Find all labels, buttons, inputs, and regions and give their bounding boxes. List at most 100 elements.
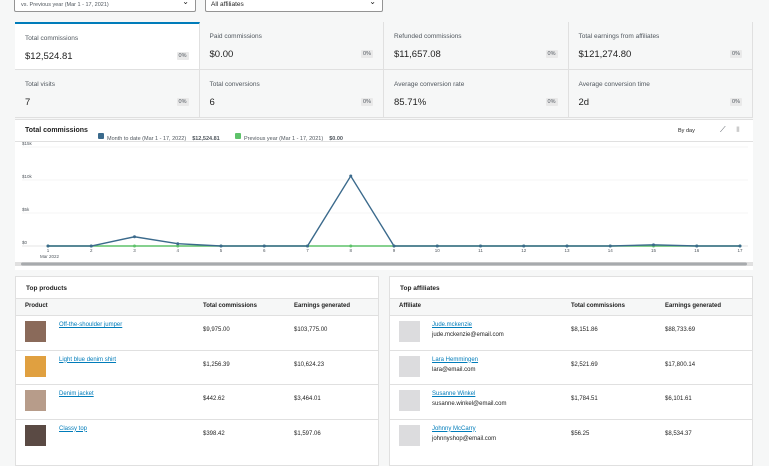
column-header: Affiliate [399,303,422,309]
row-divider [16,384,378,385]
x-tick-label: 6 [263,248,266,253]
point [133,244,136,248]
stat-value: $0.00 [209,49,234,60]
affiliate-name[interactable]: Susanne Winkel [432,391,476,397]
affiliate-name[interactable]: Lara Hemmingen [432,356,479,363]
row-divider [16,349,378,351]
affiliate-email: jude.mckenzie@email.com [432,332,504,338]
total-commissions: $1,784.51 [571,396,598,402]
x-tick-label: 11 [478,248,483,253]
x-tick-label: 3 [133,248,136,253]
x-axis-label: Mar 2022 [40,254,60,259]
dashboard: vs. Previous year (Mar 1 - 17, 2021) ⌄ All… [14,0,753,466]
avatar [399,390,420,411]
column-header: Total commissions [203,303,257,309]
x-tick-label: 10 [435,248,441,253]
y-tick-label: $0 [22,240,28,245]
point [46,244,50,248]
table-title: Top products [26,285,68,292]
stat-tile[interactable]: Paid commissions $0.00 0% [199,22,384,70]
product-name[interactable]: Off-the-shoulder jumper [59,322,123,328]
legend-checkbox [98,132,104,139]
stat-value: 2d [578,97,590,108]
x-tick-label: 17 [737,248,743,253]
point [652,243,655,247]
stat-label: Paid commissions [209,33,262,40]
x-tick-label: 9 [393,248,396,253]
affiliate-select[interactable]: All affiliates ⌄ [205,0,383,12]
point [608,244,612,248]
stat-value: $11,657.08 [394,49,441,60]
avatar [399,355,420,377]
stat-label: Refunded commissions [394,33,462,40]
stat-value: $121,274.80 [578,49,632,60]
earnings-generated: $6,101.61 [665,396,692,402]
stat-tile[interactable]: Total commissions $12,524.81 0% [15,22,200,70]
point [133,235,136,239]
x-tick-label: 2 [90,248,93,253]
affiliate-name[interactable]: Johnny McCarry [432,425,476,432]
stat-tile[interactable]: Refunded commissions $11,657.08 0% [384,22,569,70]
chevron: ⌄ [369,0,376,6]
x-tick-label: 7 [306,248,309,253]
stat-value: $12,524.81 [25,51,73,62]
x-tick-label: 8 [349,248,352,253]
column-header: Earnings generated [665,303,722,309]
chart-panel: Total commissions Month to date (Mar 1 - … [15,119,753,270]
product-thumbnail [25,355,46,377]
stat-delta: 0% [361,98,373,106]
chart-type-line[interactable]: ⟋ [720,125,726,134]
table-panel: Top products Product Total commissions Earn… [15,276,379,466]
earnings-generated: $88,733.69 [665,327,696,333]
product-name[interactable]: Light blue denim shirt [59,356,117,363]
chevron: ⌄ [182,0,189,6]
point [176,244,180,248]
legend-item[interactable]: Month to date (Mar 1 - 17, 2022) $12,524.… [98,127,220,145]
column-header: Total commissions [571,303,625,309]
total-commissions: $442.62 [203,396,225,402]
stat-tile[interactable]: Average conversion time 2d 0% [568,70,753,118]
point [349,244,353,248]
legend-item[interactable]: Previous year (Mar 1 - 17, 2021) $0.00 [235,127,343,145]
point [738,244,742,248]
stat-tile[interactable]: Total earnings from affiliates $121,274.8… [568,22,753,70]
stat-value: 7 [25,97,31,108]
avatar [399,321,420,342]
scrollbar-thumb [21,262,747,266]
x-tick-label: 12 [521,248,527,253]
product-name[interactable]: Classy top [59,425,88,432]
x-tick-label: 15 [651,248,657,253]
stat-tile[interactable]: Average conversion rate 85.71% 0% [384,70,569,118]
earnings-generated: $3,464.01 [294,396,321,402]
affiliate-email: johnnyshop@email.com [432,435,497,442]
point [306,244,309,248]
stat-label: Total visits [25,81,55,88]
product-name[interactable]: Denim jacket [59,391,94,397]
y-tick-label: $15k [22,142,33,146]
affiliate-name[interactable]: Jude.mckenzie [432,322,473,328]
stat-delta: 0% [176,98,189,106]
stat-delta: 0% [730,50,742,58]
chart-type-bar[interactable]: ▮ [736,126,740,133]
total-commissions: $9,975.00 [203,327,230,333]
y-tick-label: $5k [22,207,30,212]
point [349,174,353,178]
point [262,244,266,248]
x-tick-label: 1 [47,248,50,253]
interval-select[interactable]: By day [678,128,695,134]
earnings-generated: $103,775.00 [294,327,328,333]
date-select[interactable]: vs. Previous year (Mar 1 - 17, 2021) ⌄ [14,0,196,12]
legend-name: Month to date (Mar 1 - 17, 2022) [107,136,187,142]
earnings-generated: $8,534.37 [665,430,692,437]
x-tick-label: 5 [220,248,223,253]
table-panel: Top affiliates Affiliate Total commissions… [389,276,753,466]
stat-label: Total commissions [25,35,79,42]
stat-value: 6 [209,97,215,108]
stat-tile[interactable]: Total conversions 6 0% [199,70,384,118]
affiliate-email: susanne.winkel@email.com [432,401,507,407]
avatar [399,424,420,446]
x-tick-label: 16 [694,248,700,253]
total-commissions: $398.42 [203,430,225,437]
stat-tile[interactable]: Total visits 7 0% [15,70,200,118]
